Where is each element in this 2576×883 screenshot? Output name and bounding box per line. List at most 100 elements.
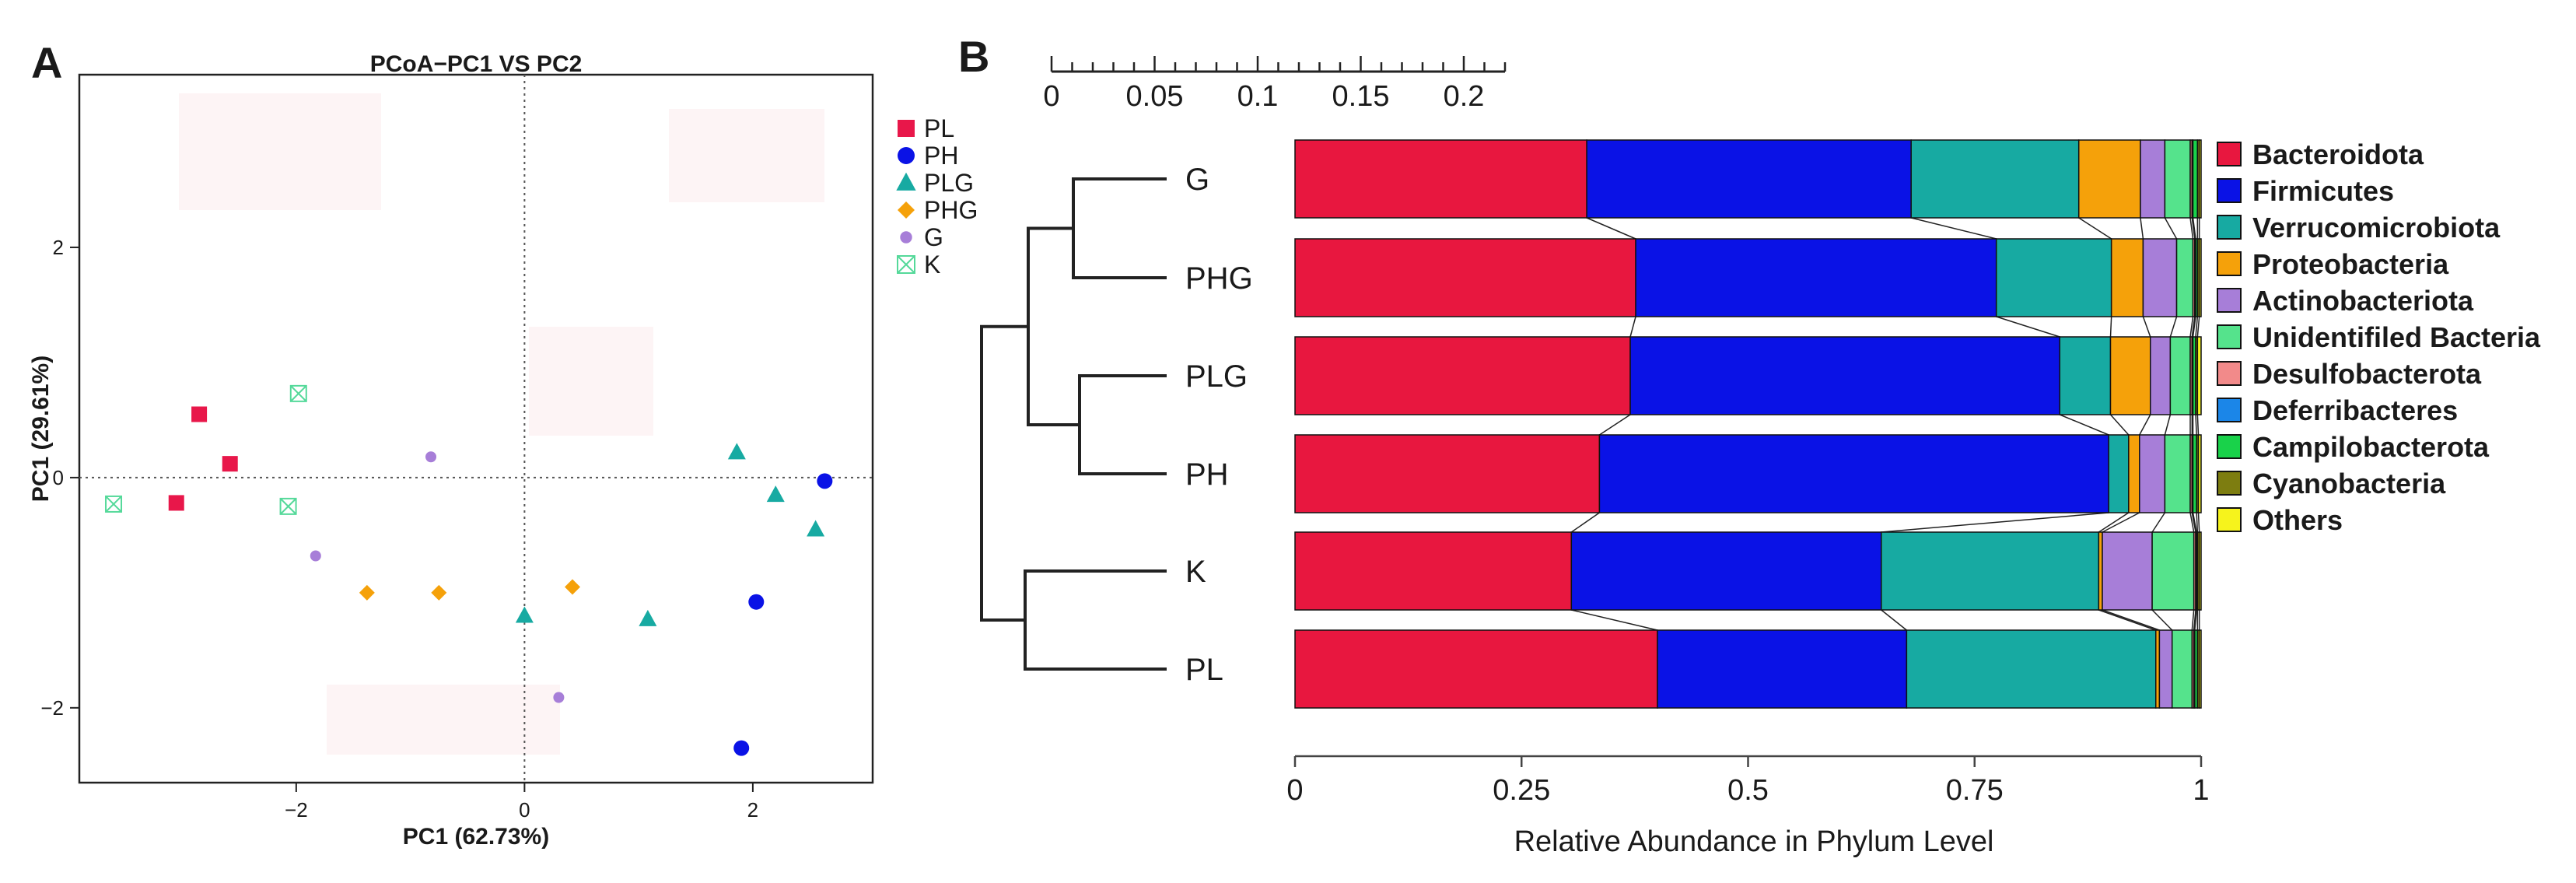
dendrogram-leaf-label: G [1185, 163, 1209, 197]
bar-segment-ph [2197, 434, 2202, 513]
connector-line [2151, 512, 2166, 533]
legend-swatch [2217, 288, 2242, 313]
connector-line [2169, 316, 2178, 338]
point-plg [766, 485, 785, 503]
y-tick-label: −2 [40, 696, 64, 720]
bar-segment-g [1586, 139, 1912, 219]
connector-line [1881, 609, 1907, 631]
connector-line [2102, 512, 2140, 533]
connector-line [2193, 609, 2196, 631]
connector-line [2191, 217, 2196, 240]
point-g [553, 692, 565, 703]
x-tick-label: 0 [519, 798, 530, 822]
connector-line [2192, 512, 2197, 533]
legend-marker-pl [898, 120, 915, 137]
point-plg [515, 606, 534, 623]
stacked-bars [1294, 139, 2202, 709]
bar-segment-g [1910, 139, 2080, 219]
scatter-axes: −2 0 2 −2 0 2 [40, 236, 758, 822]
connector-line [2098, 609, 2157, 631]
bar-segment-k [2198, 531, 2202, 611]
bar-segment-g [2198, 139, 2202, 219]
point-ph [748, 594, 765, 610]
scale-tick-label: 0.15 [1332, 80, 1390, 113]
connector-line [2139, 414, 2151, 436]
connector-line [1599, 414, 1631, 436]
legend-label-phg: PHG [924, 196, 978, 224]
legend-swatch [2217, 434, 2242, 459]
point-ph [817, 473, 833, 489]
bar-segment-k [1881, 531, 2100, 611]
legend-label: Actinobacteriota [2252, 285, 2474, 317]
dendrogram-branch [1024, 569, 1167, 671]
scale-tick-label: 0.1 [1237, 80, 1279, 113]
dendrogram: G PHG PLG PH K PL [980, 163, 1253, 687]
legend-label: Others [2252, 504, 2343, 536]
y-tick-label: 2 [53, 236, 64, 259]
connector-line [2059, 414, 2109, 436]
legend-label-k: K [924, 251, 940, 279]
bar-segment-ph [2164, 434, 2191, 513]
scatter-points [105, 384, 833, 756]
panel-b-letter: B [958, 32, 989, 81]
legend-swatch [2217, 398, 2242, 422]
background-patch [529, 327, 653, 436]
point-pl [222, 456, 238, 472]
connector-line [2189, 316, 2194, 338]
legend-label: Desulfobacterota [2252, 358, 2482, 390]
connector-line [2194, 609, 2197, 631]
bar-connector-lines [1570, 217, 2200, 631]
point-plg [807, 520, 825, 537]
bar-segment-phg [2142, 238, 2178, 317]
boxed-x-frame [105, 495, 123, 513]
background-patch [327, 685, 560, 755]
legend-swatch [2217, 471, 2242, 496]
scatter-frame [78, 73, 874, 784]
boxed-x-frame [289, 384, 307, 402]
bar-segment-k [1294, 531, 1573, 611]
connector-line [2196, 316, 2200, 338]
scale-tick-label: 0.2 [1444, 80, 1485, 113]
point-phg [565, 579, 581, 595]
legend-label: Unidentifiled Bacteria [2252, 321, 2541, 353]
legend-swatch [2217, 507, 2242, 532]
point-k [279, 497, 297, 515]
legend-marker-phg [898, 201, 915, 219]
connector-line [1586, 217, 1636, 240]
legend-marker-g [900, 231, 912, 244]
bar-segment-g [2140, 139, 2166, 219]
legend-swatch [2217, 324, 2242, 349]
x-tick-label: −2 [285, 798, 308, 822]
dendrogram-leaf-label: PLG [1185, 359, 1248, 394]
dendrogram-leaf-label: K [1185, 555, 1206, 589]
bar-segment-g [2077, 139, 2141, 219]
bar-segment-pl [1906, 629, 2157, 709]
point-phg [431, 584, 447, 601]
legend-label: Verrucomicrobiota [2252, 212, 2501, 244]
bar-axis-tick-label: 0.5 [1727, 774, 1769, 807]
connector-line [2196, 512, 2199, 533]
connector-line [2109, 316, 2112, 338]
connector-line [2189, 217, 2194, 240]
bar-segment-plg [2059, 336, 2112, 415]
connector-line [2189, 512, 2195, 533]
boxed-x-stroke [279, 498, 297, 515]
dendrogram-branch [1078, 374, 1167, 475]
connector-line [2142, 316, 2151, 338]
legend-label: Deferribacteres [2252, 394, 2458, 426]
background-patch [669, 109, 824, 202]
legend-label-ph: PH [924, 142, 958, 170]
point-g [425, 451, 437, 463]
bar-segment-phg [1294, 238, 1636, 317]
scatter-title: PCoA−PC1 VS PC2 [370, 51, 583, 77]
legend-swatch [2217, 215, 2242, 240]
bar-segment-ph [2108, 434, 2130, 513]
point-phg [359, 584, 375, 601]
dendrogram-leaf-label: PHG [1185, 261, 1253, 296]
connector-line [2192, 217, 2196, 240]
bar-segment-ph [2128, 434, 2140, 513]
bar-segment-pl [2171, 629, 2193, 709]
scatter-y-axis-label: PC1 (29.61%) [28, 356, 54, 502]
